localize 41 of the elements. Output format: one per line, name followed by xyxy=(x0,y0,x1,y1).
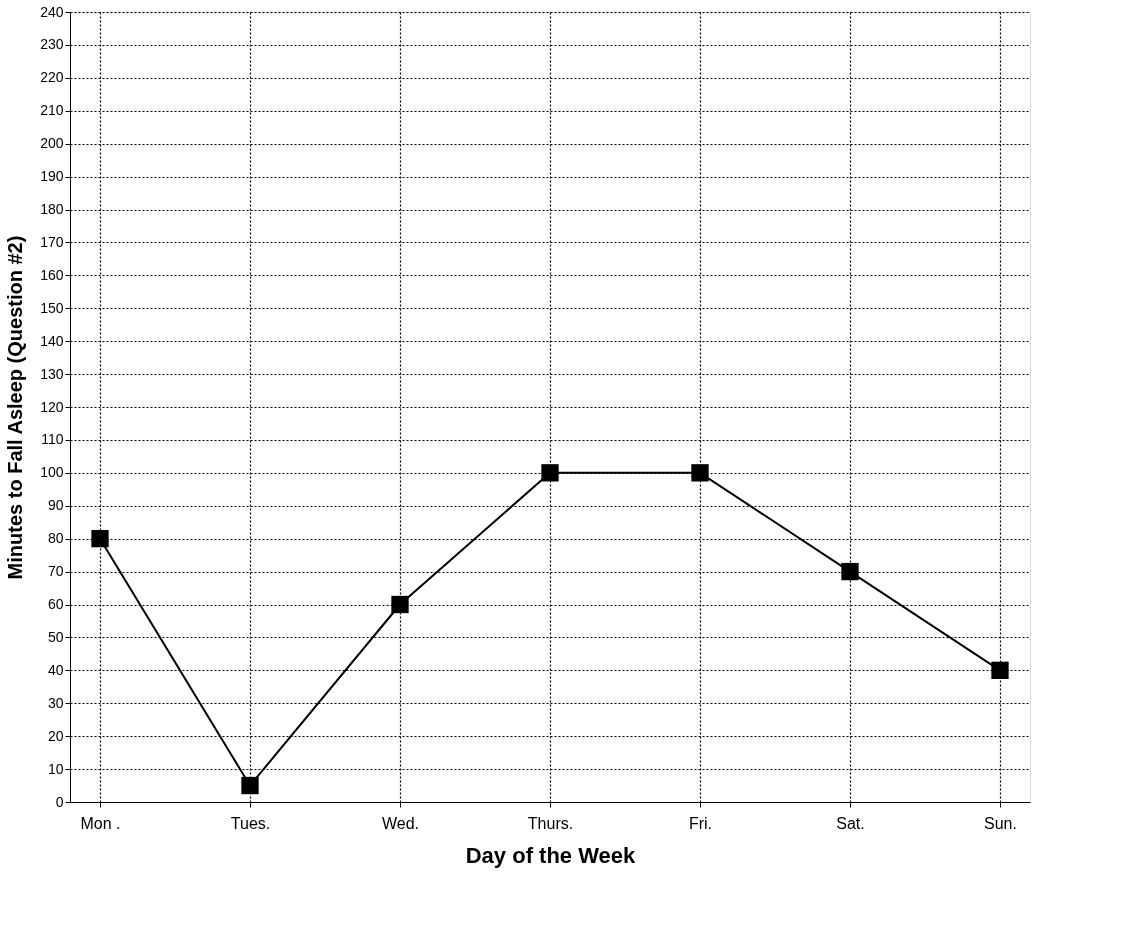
y-tick-label: 190 xyxy=(40,168,64,185)
point xyxy=(541,464,559,482)
y-tick-label: 40 xyxy=(47,661,64,678)
y-tick-label: 30 xyxy=(47,694,64,711)
y-tick-label: 110 xyxy=(41,431,64,448)
point xyxy=(391,595,409,614)
point xyxy=(691,464,709,482)
y-tick-label: 70 xyxy=(47,563,64,580)
y-axis-title: Minutes to Fall Asleep (Question #2) xyxy=(4,235,27,580)
y-tick-label: 160 xyxy=(40,266,64,283)
y-tick-label: 210 xyxy=(40,102,64,119)
y-tick-label: 0 xyxy=(55,793,64,810)
x-tick-label: Fri. xyxy=(688,814,713,832)
y-tick-label: 200 xyxy=(40,135,64,152)
y-tick-label: 50 xyxy=(47,628,64,645)
point xyxy=(841,562,859,581)
point xyxy=(991,661,1009,679)
x-tick-label: Sun. xyxy=(984,814,1017,832)
y-tick-label: 80 xyxy=(47,530,64,547)
point xyxy=(241,776,259,795)
y-tick-label: 10 xyxy=(47,760,64,777)
x-tick-label: Thurs. xyxy=(527,814,574,832)
x-tick-label: Mon . xyxy=(80,814,121,832)
y-tick-label: 90 xyxy=(47,497,64,514)
y-tick-label: 120 xyxy=(40,398,64,415)
y-tick-label: 60 xyxy=(47,596,64,612)
y-tick-label: 150 xyxy=(40,299,64,316)
y-tick-label: 100 xyxy=(40,464,64,481)
y-tick-label: 180 xyxy=(40,201,64,217)
y-tick-label: 240 xyxy=(40,3,64,20)
y-tick-label: 140 xyxy=(40,332,64,349)
x-tick-label: Wed. xyxy=(381,814,420,832)
y-tick-label: 220 xyxy=(40,69,64,86)
x-tick-label: Sat. xyxy=(836,814,865,832)
point xyxy=(91,530,109,548)
x-tick-label: Tues. xyxy=(230,814,271,832)
y-tick-label: 170 xyxy=(40,233,64,250)
x-axis-title: Day of the Week xyxy=(465,842,637,868)
y-tick-label: 20 xyxy=(47,727,64,744)
y-tick-label: 130 xyxy=(40,365,64,382)
y-tick-label: 230 xyxy=(40,36,64,53)
